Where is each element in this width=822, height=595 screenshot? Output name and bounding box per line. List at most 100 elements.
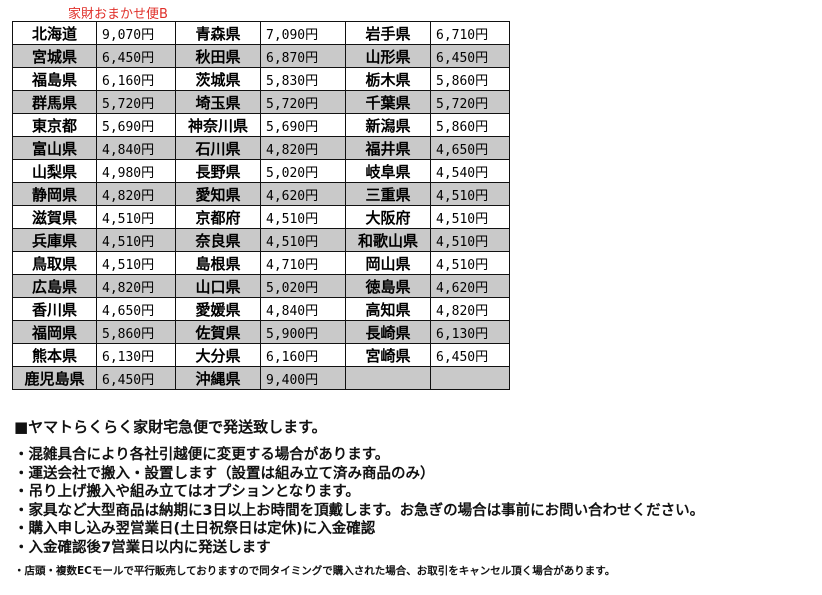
prefecture-cell: 奈良県 xyxy=(175,228,261,252)
price-cell: 9,070円 xyxy=(96,21,176,45)
price-cell: 4,820円 xyxy=(430,297,510,321)
prefecture-cell: 山口県 xyxy=(175,274,261,298)
price-cell: 4,650円 xyxy=(430,136,510,160)
table-row: 北海道 9,070円 青森県 7,090円 岩手県 6,710円 xyxy=(12,21,510,45)
shipping-rate-table: 北海道 9,070円 青森県 7,090円 岩手県 6,710円 宮城県 6,450円 秋田県 6… xyxy=(12,21,510,390)
prefecture-cell: 鳥取県 xyxy=(12,251,97,275)
prefecture-cell: 福井県 xyxy=(345,136,431,160)
table-row: 東京都 5,690円 神奈川県 5,690円 新潟県 5,860円 xyxy=(12,113,510,137)
price-cell: 4,510円 xyxy=(96,251,176,275)
price-cell: 6,130円 xyxy=(96,343,176,367)
price-cell: 4,510円 xyxy=(430,182,510,206)
price-cell: 4,510円 xyxy=(260,228,346,252)
price-cell: 7,090円 xyxy=(260,21,346,45)
price-cell: 4,820円 xyxy=(96,274,176,298)
prefecture-cell: 滋賀県 xyxy=(12,205,97,229)
note-item: ・購入申し込み翌営業日(土日祝祭日は定休)に入金確認 xyxy=(14,521,376,537)
prefecture-cell: 岩手県 xyxy=(345,21,431,45)
prefecture-cell: 新潟県 xyxy=(345,113,431,137)
prefecture-cell: 愛媛県 xyxy=(175,297,261,321)
price-cell: 5,020円 xyxy=(260,159,346,183)
price-cell: 4,620円 xyxy=(260,182,346,206)
price-cell: 4,540円 xyxy=(430,159,510,183)
price-cell: 5,720円 xyxy=(430,90,510,114)
note-item: ・家具など大型商品は納期に3日以上お時間を頂戴します。お急ぎの場合は事前にお問い… xyxy=(14,502,705,519)
prefecture-cell: 島根県 xyxy=(175,251,261,275)
price-cell: 5,690円 xyxy=(96,113,176,137)
price-cell: 6,450円 xyxy=(96,44,176,68)
prefecture-cell: 京都府 xyxy=(175,205,261,229)
prefecture-cell: 愛知県 xyxy=(175,182,261,206)
prefecture-cell: 神奈川県 xyxy=(175,113,261,137)
table-row: 広島県 4,820円 山口県 5,020円 徳島県 4,620円 xyxy=(12,274,510,298)
price-cell: 5,860円 xyxy=(430,67,510,91)
prefecture-cell xyxy=(345,366,431,390)
prefecture-cell: 栃木県 xyxy=(345,67,431,91)
table-row: 香川県 4,650円 愛媛県 4,840円 高知県 4,820円 xyxy=(12,297,510,321)
table-row: 福岡県 5,860円 佐賀県 5,900円 長崎県 6,130円 xyxy=(12,320,510,344)
price-cell: 4,820円 xyxy=(96,182,176,206)
price-cell: 4,980円 xyxy=(96,159,176,183)
price-cell: 4,510円 xyxy=(430,251,510,275)
price-cell: 4,510円 xyxy=(96,205,176,229)
prefecture-cell: 東京都 xyxy=(12,113,97,137)
table-row: 富山県 4,840円 石川県 4,820円 福井県 4,650円 xyxy=(12,136,510,160)
table-row: 宮城県 6,450円 秋田県 6,870円 山形県 6,450円 xyxy=(12,44,510,68)
table-title: 家財おまかせ便B xyxy=(68,7,168,22)
price-cell: 4,840円 xyxy=(96,136,176,160)
price-cell: 6,160円 xyxy=(260,343,346,367)
table-row: 熊本県 6,130円 大分県 6,160円 宮崎県 6,450円 xyxy=(12,343,510,367)
price-cell: 5,830円 xyxy=(260,67,346,91)
prefecture-cell: 北海道 xyxy=(12,21,97,45)
price-cell xyxy=(430,366,510,390)
price-cell: 4,510円 xyxy=(260,205,346,229)
price-cell: 4,510円 xyxy=(96,228,176,252)
price-cell: 6,710円 xyxy=(430,21,510,45)
price-cell: 4,820円 xyxy=(260,136,346,160)
table-row: 滋賀県 4,510円 京都府 4,510円 大阪府 4,510円 xyxy=(12,205,510,229)
price-cell: 6,160円 xyxy=(96,67,176,91)
price-cell: 4,840円 xyxy=(260,297,346,321)
prefecture-cell: 熊本県 xyxy=(12,343,97,367)
prefecture-cell: 山梨県 xyxy=(12,159,97,183)
prefecture-cell: 和歌山県 xyxy=(345,228,431,252)
price-cell: 6,450円 xyxy=(430,44,510,68)
price-cell: 5,020円 xyxy=(260,274,346,298)
notes-heading: ■ヤマトらくらく家財宅急便で発送致します。 xyxy=(14,418,327,436)
prefecture-cell: 大阪府 xyxy=(345,205,431,229)
prefecture-cell: 石川県 xyxy=(175,136,261,160)
price-cell: 4,710円 xyxy=(260,251,346,275)
prefecture-cell: 岡山県 xyxy=(345,251,431,275)
note-item: ・入金確認後7営業日以内に発送します xyxy=(14,539,271,556)
prefecture-cell: 千葉県 xyxy=(345,90,431,114)
table-row: 鳥取県 4,510円 島根県 4,710円 岡山県 4,510円 xyxy=(12,251,510,275)
note-item: ・混雑具合により各社引越便に変更する場合があります。 xyxy=(14,447,390,463)
prefecture-cell: 福岡県 xyxy=(12,320,97,344)
price-cell: 5,860円 xyxy=(96,320,176,344)
price-cell: 4,650円 xyxy=(96,297,176,321)
footnote: ・店頭・複数ECモールで平行販売しておりますので同タイミングで購入された場合、お… xyxy=(14,565,616,577)
prefecture-cell: 富山県 xyxy=(12,136,97,160)
prefecture-cell: 宮崎県 xyxy=(345,343,431,367)
shipping-notes: ■ヤマトらくらく家財宅急便で発送致します。 ・混雑具合により各社引越便に変更する… xyxy=(14,416,704,578)
prefecture-cell: 群馬県 xyxy=(12,90,97,114)
prefecture-cell: 高知県 xyxy=(345,297,431,321)
prefecture-cell: 埼玉県 xyxy=(175,90,261,114)
prefecture-cell: 大分県 xyxy=(175,343,261,367)
price-cell: 9,400円 xyxy=(260,366,346,390)
prefecture-cell: 三重県 xyxy=(345,182,431,206)
prefecture-cell: 山形県 xyxy=(345,44,431,68)
prefecture-cell: 宮城県 xyxy=(12,44,97,68)
note-item: ・運送会社で搬入・設置します（設置は組み立て済み商品のみ） xyxy=(14,465,435,482)
price-cell: 5,900円 xyxy=(260,320,346,344)
price-cell: 5,860円 xyxy=(430,113,510,137)
table-row: 群馬県 5,720円 埼玉県 5,720円 千葉県 5,720円 xyxy=(12,90,510,114)
prefecture-cell: 長野県 xyxy=(175,159,261,183)
table-row: 福島県 6,160円 茨城県 5,830円 栃木県 5,860円 xyxy=(12,67,510,91)
table-row: 山梨県 4,980円 長野県 5,020円 岐阜県 4,540円 xyxy=(12,159,510,183)
price-cell: 5,720円 xyxy=(260,90,346,114)
prefecture-cell: 沖縄県 xyxy=(175,366,261,390)
prefecture-cell: 福島県 xyxy=(12,67,97,91)
prefecture-cell: 徳島県 xyxy=(345,274,431,298)
prefecture-cell: 兵庫県 xyxy=(12,228,97,252)
